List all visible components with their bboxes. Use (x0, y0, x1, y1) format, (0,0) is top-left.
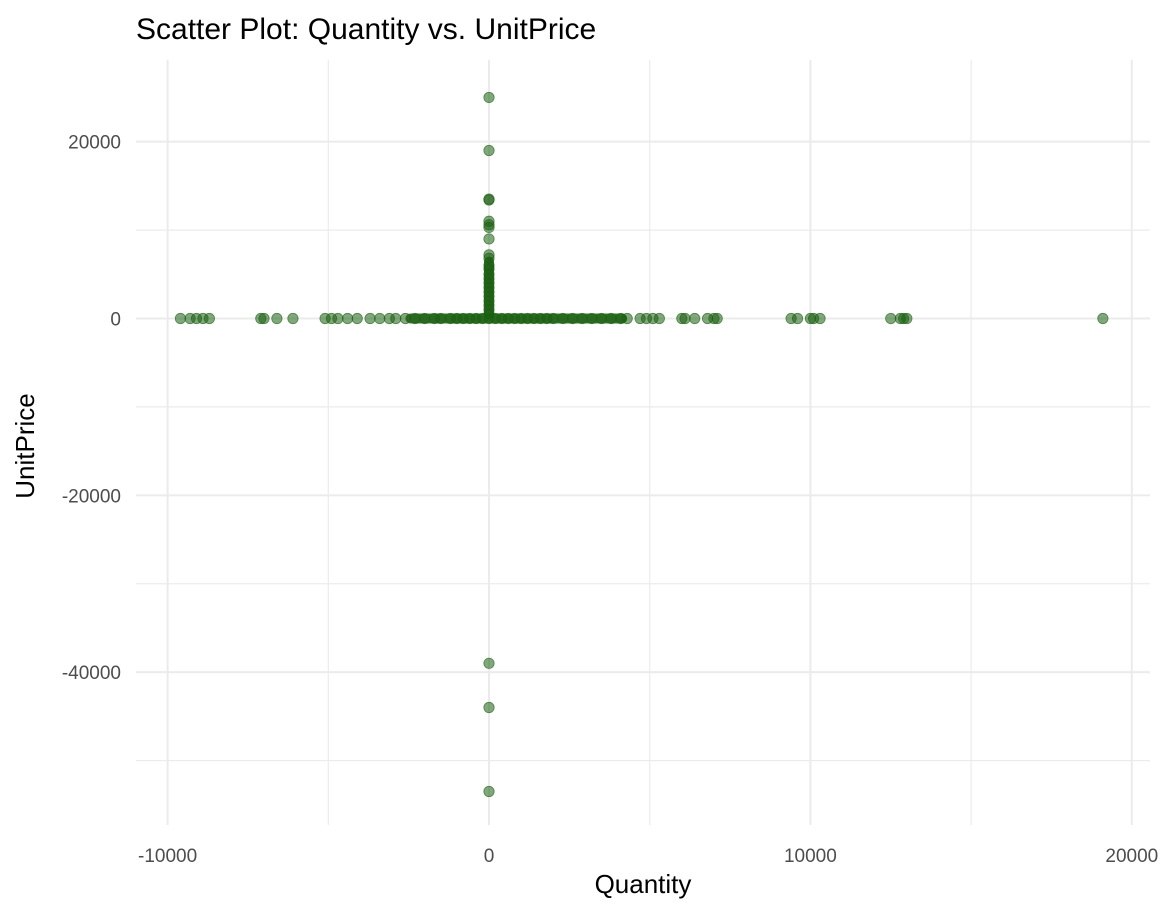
scatter-point (1097, 312, 1109, 325)
scatter-point (483, 233, 495, 245)
scatter-point (332, 312, 344, 325)
dense-point-cluster-horizontal (405, 313, 628, 324)
scatter-point (814, 312, 826, 325)
scatter-point (258, 312, 270, 325)
dense-point-cluster-vertical (484, 256, 494, 319)
chart-title: Scatter Plot: Quantity vs. UnitPrice (136, 13, 596, 46)
scatter-point (341, 312, 354, 325)
scatter-point (689, 312, 701, 325)
tick-labels: -10000 0 10000 20000 -40000 -20000 0 20000 (62, 133, 1158, 867)
scatter-point (791, 312, 804, 325)
scatter-points (174, 91, 1109, 798)
scatter-point (351, 312, 363, 325)
scatter-point (901, 312, 913, 325)
x-tick-label: 0 (484, 846, 495, 867)
x-tick-label: 20000 (1105, 846, 1158, 867)
scatter-point (483, 91, 495, 104)
scatter-point (483, 144, 495, 157)
y-tick-label: 0 (110, 310, 121, 331)
y-tick-label: -40000 (62, 663, 121, 684)
scatter-point (483, 194, 495, 206)
scatter-point (885, 312, 897, 325)
scatter-point (287, 312, 299, 325)
y-tick-label: 20000 (68, 133, 121, 154)
x-axis-label: Quantity (595, 869, 692, 899)
scatter-point (203, 312, 215, 325)
scatter-point (390, 312, 402, 325)
grid-lines (136, 60, 1150, 825)
scatter-point (271, 312, 283, 325)
scatter-point (483, 701, 495, 714)
scatter-point (174, 312, 187, 325)
scatter-point (364, 312, 376, 325)
x-tick-label: -10000 (138, 846, 197, 867)
y-tick-label: -20000 (62, 486, 121, 507)
scatter-point (483, 221, 495, 234)
y-axis-label: UnitPrice (10, 393, 40, 498)
scatter-point (483, 785, 495, 798)
scatter-point (653, 312, 665, 325)
x-tick-label: 10000 (784, 846, 837, 867)
scatter-point (483, 657, 495, 669)
scatter-point (679, 312, 691, 325)
scatter-point (374, 312, 386, 325)
scatter-point (711, 312, 723, 325)
